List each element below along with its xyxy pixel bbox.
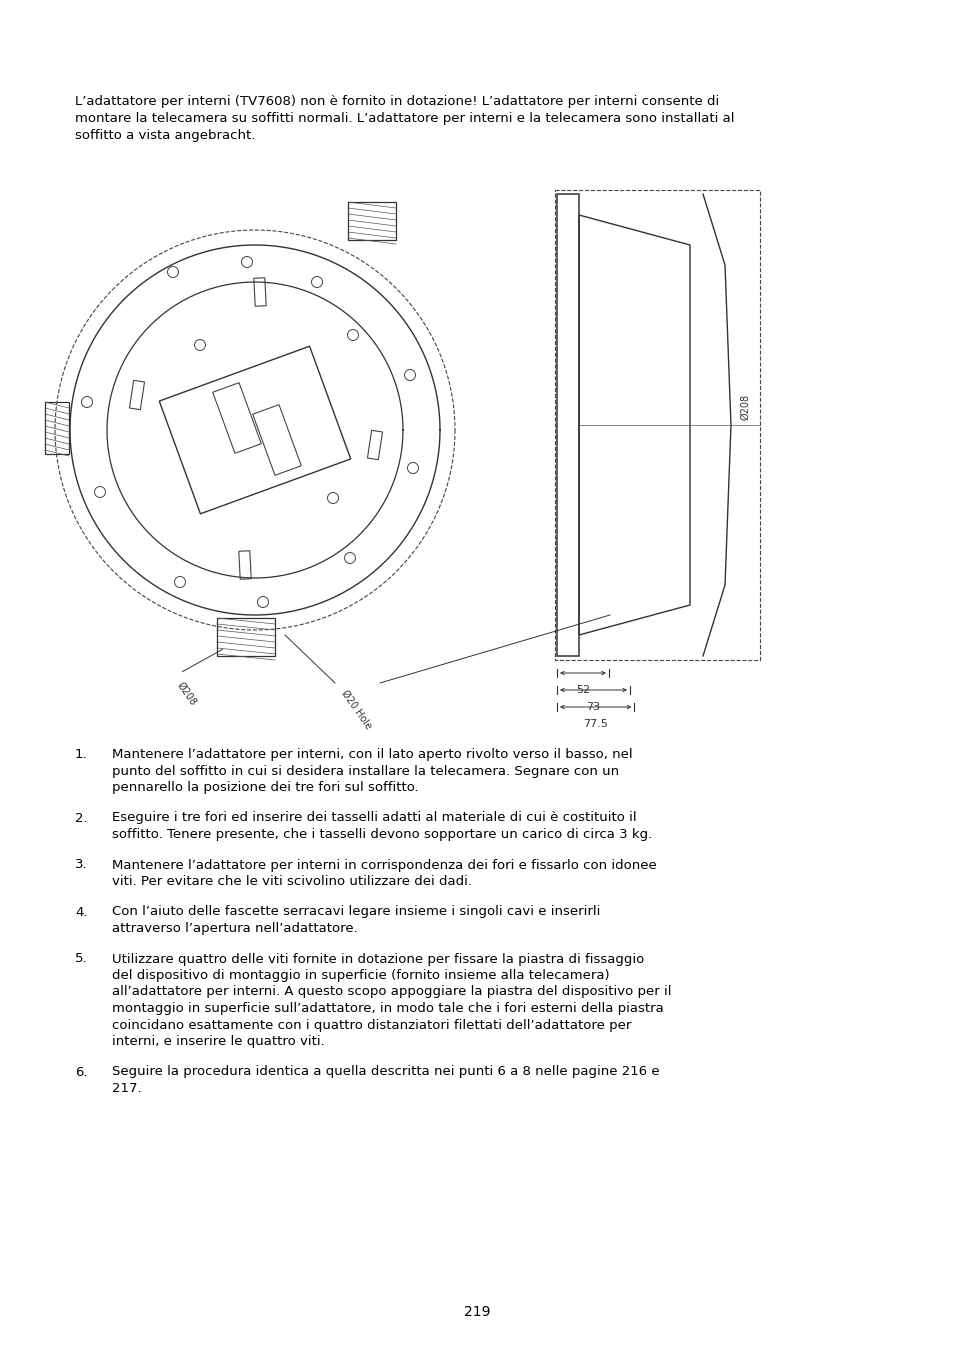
Text: Con l’aiuto delle fascette serracavi legare insieme i singoli cavi e inserirli: Con l’aiuto delle fascette serracavi leg… — [112, 906, 599, 918]
Text: del dispositivo di montaggio in superficie (fornito insieme alla telecamera): del dispositivo di montaggio in superfic… — [112, 969, 609, 981]
Text: 219: 219 — [463, 1305, 490, 1319]
Text: montare la telecamera su soffitti normali. L’adattatore per interni e la telecam: montare la telecamera su soffitti normal… — [75, 112, 734, 126]
Bar — [557, 194, 578, 656]
Text: interni, e inserire le quattro viti.: interni, e inserire le quattro viti. — [112, 1035, 324, 1048]
Text: punto del soffitto in cui si desidera installare la telecamera. Segnare con un: punto del soffitto in cui si desidera in… — [112, 764, 618, 778]
Text: montaggio in superficie sull’adattatore, in modo tale che i fori esterni della p: montaggio in superficie sull’adattatore,… — [112, 1002, 663, 1015]
Text: attraverso l’apertura nell’adattatore.: attraverso l’apertura nell’adattatore. — [112, 922, 357, 936]
Text: 3.: 3. — [75, 859, 88, 872]
Text: 52: 52 — [576, 684, 590, 695]
Bar — [348, 202, 395, 240]
Text: soffitto. Tenere presente, che i tasselli devono sopportare un carico di circa 3: soffitto. Tenere presente, che i tassell… — [112, 828, 652, 841]
Bar — [216, 618, 274, 656]
Text: 6.: 6. — [75, 1065, 88, 1079]
Text: soffitto a vista angebracht.: soffitto a vista angebracht. — [75, 130, 255, 142]
Text: Seguire la procedura identica a quella descritta nei punti 6 a 8 nelle pagine 21: Seguire la procedura identica a quella d… — [112, 1065, 659, 1079]
Text: pennarello la posizione dei tre fori sul soffitto.: pennarello la posizione dei tre fori sul… — [112, 782, 418, 794]
Text: 4.: 4. — [75, 906, 88, 918]
Text: 1.: 1. — [75, 748, 88, 761]
Bar — [45, 402, 69, 454]
Text: Eseguire i tre fori ed inserire dei tasselli adatti al materiale di cui è costit: Eseguire i tre fori ed inserire dei tass… — [112, 811, 636, 825]
Text: Ø20 Hole: Ø20 Hole — [339, 688, 374, 730]
Text: Ø208: Ø208 — [740, 394, 749, 420]
Text: 77.5: 77.5 — [582, 720, 608, 729]
Text: all’adattatore per interni. A questo scopo appoggiare la piastra del dispositivo: all’adattatore per interni. A questo sco… — [112, 986, 671, 999]
Text: 217.: 217. — [112, 1081, 141, 1095]
Text: 5.: 5. — [75, 953, 88, 965]
Text: viti. Per evitare che le viti scivolino utilizzare dei dadi.: viti. Per evitare che le viti scivolino … — [112, 875, 472, 888]
Text: Mantenere l’adattatore per interni, con il lato aperto rivolto verso il basso, n: Mantenere l’adattatore per interni, con … — [112, 748, 632, 761]
Text: Utilizzare quattro delle viti fornite in dotazione per fissare la piastra di fis: Utilizzare quattro delle viti fornite in… — [112, 953, 643, 965]
Text: Ø208: Ø208 — [174, 680, 198, 707]
Text: 2.: 2. — [75, 811, 88, 825]
Text: Mantenere l’adattatore per interni in corrispondenza dei fori e fissarlo con ido: Mantenere l’adattatore per interni in co… — [112, 859, 656, 872]
Text: 73: 73 — [586, 702, 600, 711]
Text: L’adattatore per interni (TV7608) non è fornito in dotazione! L’adattatore per i: L’adattatore per interni (TV7608) non è … — [75, 95, 719, 108]
Bar — [555, 190, 760, 660]
Text: coincidano esattamente con i quattro distanziatori filettati dell’adattatore per: coincidano esattamente con i quattro dis… — [112, 1018, 631, 1031]
